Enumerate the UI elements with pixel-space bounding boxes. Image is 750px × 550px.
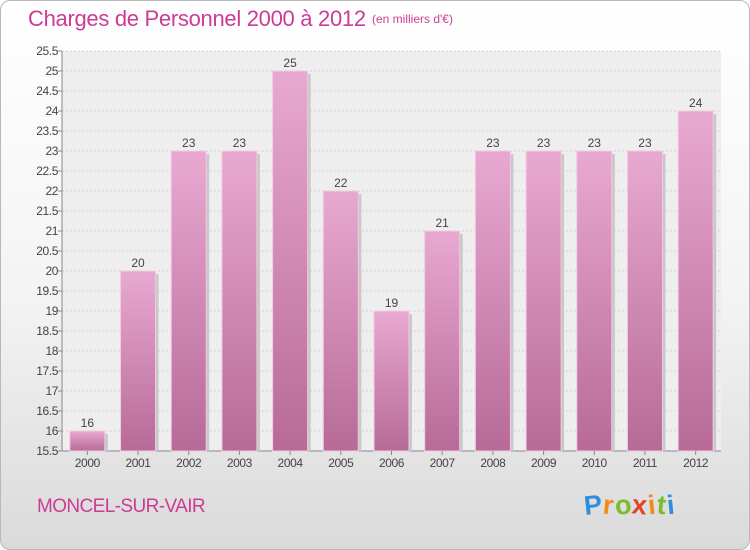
y-tick-label: 23.5 [36, 124, 58, 138]
bar [576, 150, 613, 452]
y-tick-label: 22.5 [36, 164, 58, 178]
x-tick-label: 2004 [278, 456, 304, 470]
chart-title: Charges de Personnel 2000 à 2012 [28, 6, 366, 31]
bar-value-label: 21 [436, 216, 450, 230]
bar [170, 150, 207, 452]
bar-value-label: 19 [385, 296, 399, 310]
y-tick-label: 19.5 [36, 284, 58, 298]
bar-value-label: 20 [131, 256, 145, 270]
bar [120, 270, 157, 452]
chart-subtitle: (en milliers d'€) [372, 12, 453, 26]
bar-value-label: 16 [81, 416, 95, 430]
y-tick-label: 20.5 [36, 244, 58, 258]
bar [677, 110, 714, 452]
bar [272, 70, 309, 452]
bar-value-label: 23 [537, 136, 551, 150]
y-tick-label: 15.5 [36, 444, 58, 458]
x-tick-label: 2006 [379, 456, 405, 470]
bar-value-label: 22 [334, 176, 348, 190]
y-tick-label: 25 [45, 64, 58, 78]
y-tick-label: 24.5 [36, 84, 58, 98]
x-tick-label: 2002 [176, 456, 202, 470]
y-tick-label: 18.5 [36, 324, 58, 338]
bar [525, 150, 562, 452]
x-tick-label: 2010 [582, 456, 608, 470]
bar-value-label: 23 [233, 136, 247, 150]
x-tick-label: 2005 [328, 456, 354, 470]
bar [322, 190, 359, 452]
y-tick-label: 20 [45, 264, 58, 278]
bar-value-label: 23 [588, 136, 602, 150]
x-tick-label: 2000 [75, 456, 101, 470]
x-tick-label: 2003 [227, 456, 253, 470]
y-tick-label: 18 [45, 344, 58, 358]
y-tick-label: 19 [45, 304, 58, 318]
bar-value-label: 23 [638, 136, 652, 150]
bar-value-label: 24 [689, 96, 703, 110]
bar [69, 430, 106, 452]
y-tick-label: 17 [45, 384, 58, 398]
bar [221, 150, 258, 452]
y-tick-label: 16.5 [36, 404, 58, 418]
y-tick-label: 16 [45, 424, 58, 438]
y-tick-label: 25.5 [36, 44, 58, 58]
logo-letter: i [664, 489, 677, 521]
y-tick-label: 23 [45, 144, 58, 158]
x-tick-label: 2009 [531, 456, 557, 470]
x-tick-label: 2007 [430, 456, 456, 470]
x-tick-label: 2012 [683, 456, 709, 470]
x-tick-label: 2001 [125, 456, 151, 470]
y-tick-label: 22 [45, 184, 58, 198]
x-tick-label: 2008 [480, 456, 506, 470]
bar [474, 150, 511, 452]
town-name: MONCEL-SUR-VAIR [37, 496, 206, 517]
bar [373, 310, 410, 452]
y-tick-label: 24 [45, 104, 58, 118]
y-tick-label: 21.5 [36, 204, 58, 218]
proxiti-logo: Proxiti [582, 489, 677, 521]
bar [424, 230, 461, 452]
y-tick-label: 17.5 [36, 364, 58, 378]
bar [626, 150, 663, 452]
bar-value-label: 23 [182, 136, 196, 150]
bar-value-label: 23 [486, 136, 500, 150]
bar-value-label: 25 [283, 56, 297, 70]
x-tick-label: 2011 [633, 456, 658, 470]
y-tick-label: 21 [45, 224, 58, 238]
